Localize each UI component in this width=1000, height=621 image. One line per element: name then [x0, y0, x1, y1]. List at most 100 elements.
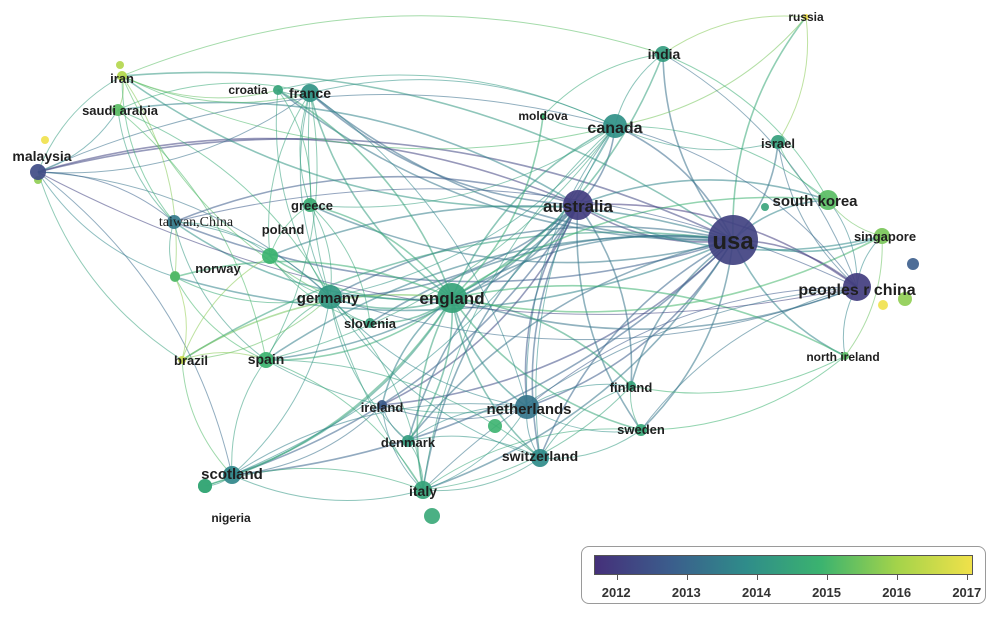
node-denmark[interactable]	[402, 435, 414, 447]
link-scotland-ireland	[231, 404, 383, 476]
node-israel[interactable]	[771, 135, 785, 149]
label-netherlands: netherlands	[486, 401, 571, 418]
node-north-ireland[interactable]	[841, 352, 849, 360]
legend-tick-mark-2013	[686, 575, 688, 580]
node-england[interactable]	[437, 283, 467, 313]
node-greece[interactable]	[303, 198, 317, 212]
link-germany-switzerland	[329, 296, 541, 459]
node-malaysia[interactable]	[30, 164, 46, 180]
link-germany-saudi_arabia	[117, 109, 331, 298]
node-nigeria[interactable]	[198, 479, 212, 493]
satellite-dot-0	[907, 258, 919, 270]
node-spain[interactable]	[258, 352, 274, 368]
label-nigeria: nigeria	[211, 511, 251, 525]
link-england-singapore	[451, 235, 883, 313]
label-israel: israel	[761, 136, 795, 151]
label-germany: germany	[297, 290, 360, 307]
link-malaysia-saudi_arabia	[37, 109, 119, 173]
label-sweden: sweden	[617, 422, 665, 437]
node-sweden[interactable]	[635, 424, 647, 436]
node-norway[interactable]	[170, 272, 180, 282]
link-peoples_china-germany	[329, 286, 858, 341]
node-switzerland[interactable]	[531, 449, 549, 467]
label-south-korea: south korea	[772, 193, 858, 210]
satellite-dot-3	[41, 136, 49, 144]
link-usa-russia	[732, 16, 807, 241]
node-italy[interactable]	[414, 481, 432, 499]
link-italy-ireland	[381, 404, 424, 491]
link-usa-italy	[422, 239, 734, 491]
node-poland[interactable]	[262, 248, 278, 264]
link-netherlands-france	[309, 92, 528, 408]
link-australia-malaysia	[37, 137, 579, 206]
link-england-brazil	[181, 294, 453, 361]
label-finland: finland	[610, 380, 653, 395]
link-taiwan_china-spain	[173, 221, 267, 361]
label-croatia: croatia	[228, 83, 268, 97]
link-england-switzerland	[451, 297, 541, 459]
node-iran[interactable]	[117, 71, 127, 81]
node-canada[interactable]	[603, 114, 627, 138]
label-russia: russia	[788, 10, 824, 24]
node-singapore[interactable]	[874, 228, 890, 244]
node-germany[interactable]	[318, 285, 342, 309]
node-finland[interactable]	[626, 381, 636, 391]
node-peoples-china[interactable]	[843, 273, 871, 301]
node-scotland[interactable]	[223, 466, 241, 484]
link-usa-malaysia	[37, 138, 734, 241]
node-taiwan-china[interactable]	[167, 215, 181, 229]
node-france[interactable]	[301, 84, 319, 102]
node-india[interactable]	[655, 46, 671, 62]
legend-tick-mark-2016	[897, 575, 899, 580]
label-singapore: singapore	[854, 229, 916, 244]
link-peoples_china-israel	[777, 141, 858, 288]
link-australia-italy	[422, 204, 579, 491]
link-greece-slovenia	[309, 204, 371, 324]
legend-tick-label-2013: 2013	[671, 585, 701, 600]
label-poland: poland	[262, 222, 305, 237]
label-north-ireland: north ireland	[806, 350, 879, 364]
link-canada-malaysia	[37, 94, 616, 173]
link-england-spain	[265, 297, 453, 361]
label-brazil: brazil	[174, 353, 208, 368]
link-norway-brazil	[174, 276, 187, 361]
node-south-korea[interactable]	[818, 190, 838, 210]
legend-tick-label-2016: 2016	[882, 585, 912, 600]
link-netherlands-scotland	[231, 403, 528, 476]
node-moldova[interactable]	[540, 113, 546, 119]
link-england-finland	[451, 297, 632, 387]
link-france-poland	[268, 92, 311, 257]
link-spain-brazil	[181, 351, 267, 361]
link-netherlands-spain	[265, 359, 528, 414]
label-malaysia: malaysia	[12, 148, 71, 164]
node-ireland[interactable]	[377, 400, 387, 410]
link-iran-croatia	[121, 75, 279, 99]
link-iran-norway	[121, 75, 177, 278]
link-england-denmark	[407, 297, 454, 442]
link-england-norway	[174, 260, 453, 299]
node-brazil[interactable]	[178, 356, 186, 364]
label-italy: italy	[409, 483, 437, 499]
link-spain-italy	[265, 359, 424, 491]
node-saudi-arabia[interactable]	[112, 104, 124, 116]
label-england: england	[419, 289, 484, 308]
link-peoples_china-taiwan_china	[173, 188, 858, 288]
legend-tick-label-2017: 2017	[952, 585, 982, 600]
network-links	[37, 15, 883, 502]
node-slovenia[interactable]	[365, 318, 375, 328]
link-canada-israel	[614, 125, 779, 151]
label-scotland: scotland	[201, 466, 263, 483]
satellite-dot-6	[761, 203, 769, 211]
link-england-greece	[309, 204, 453, 299]
label-spain: spain	[248, 351, 285, 367]
satellite-dot-8	[488, 419, 502, 433]
legend-tick-mark-2017	[967, 575, 969, 580]
label-moldova: moldova	[518, 109, 568, 123]
node-usa[interactable]	[708, 215, 758, 265]
node-croatia[interactable]	[273, 85, 283, 95]
node-netherlands[interactable]	[515, 395, 539, 419]
node-russia[interactable]	[803, 14, 809, 20]
link-england-netherlands	[451, 297, 528, 408]
link-brazil-poland	[181, 255, 271, 361]
node-australia[interactable]	[563, 190, 593, 220]
